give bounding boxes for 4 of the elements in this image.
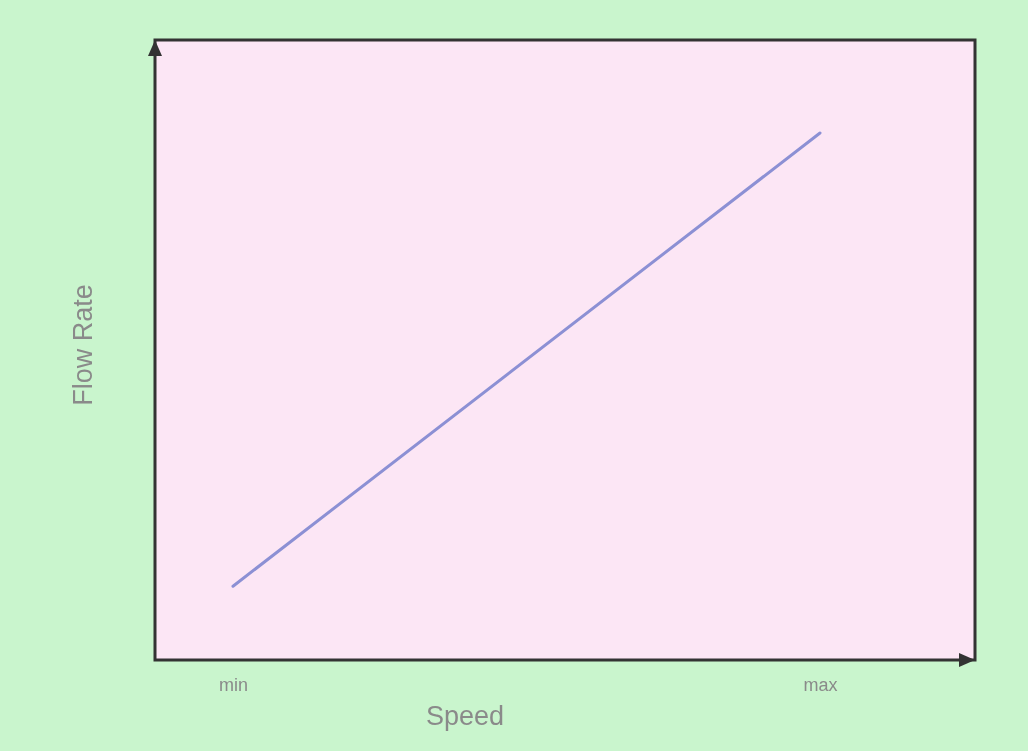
y-axis-title: Flow Rate — [68, 284, 98, 406]
x-tick-label: min — [218, 674, 249, 695]
x-tick-label: max — [803, 674, 838, 695]
x-axis-title: Speed — [425, 701, 505, 731]
